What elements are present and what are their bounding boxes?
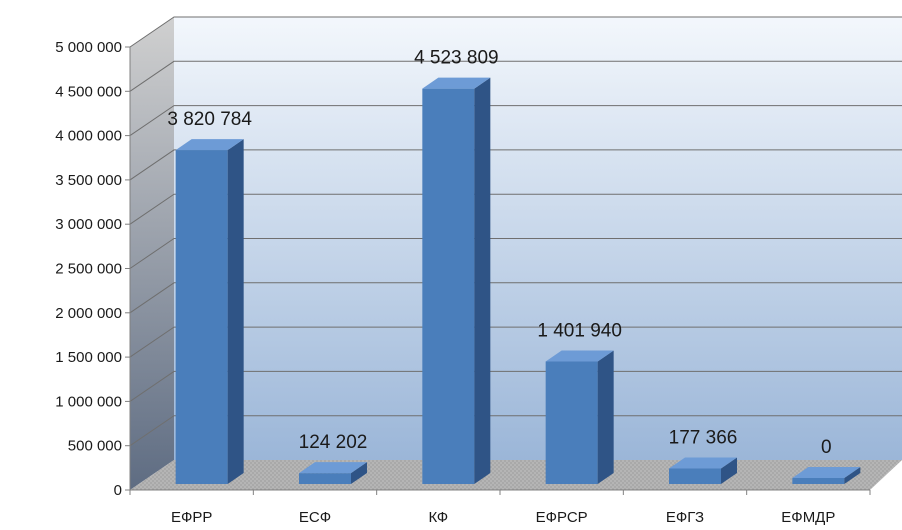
bar-front [175,150,228,484]
bar [175,139,244,484]
y-tick-label: 1 000 000 [55,393,122,410]
y-tick-label: 3 500 000 [55,172,122,189]
bar-side [474,77,491,485]
y-axis: 0 500 000 1 000 000 1 500 000 2 000 000 2 500… [55,39,131,499]
gridline [129,149,902,181]
gridline [129,105,902,137]
y-tick-label: 1 500 000 [55,349,122,366]
data-label: 177 366 [669,427,738,448]
data-label: 0 [821,437,832,458]
bar-front [545,361,598,484]
bar-top [299,462,367,474]
bar-side [351,462,367,484]
bar-top [792,467,861,478]
bar [669,457,737,484]
bars [175,77,861,485]
gridline [129,238,902,269]
gridline [129,282,902,314]
gridline [129,16,902,48]
y-tick-label: 5 000 000 [55,39,122,56]
y-tick-label: 2 500 000 [55,261,122,278]
floor [130,460,902,490]
x-tick-label: ЕСФ [299,509,331,526]
x-axis: ЕФРР ЕСФ КФ ЕФРСР ЕФГЗ ЕФМДР [129,489,871,526]
bar [299,462,367,484]
bar-front [792,478,845,484]
bar-side [844,467,861,484]
bar-side [227,139,244,484]
gridlines [129,16,902,447]
bar-top [545,350,614,362]
y-tick-label: 4 000 000 [55,128,122,145]
x-tick-label: ЕФГЗ [666,509,704,526]
bar [422,77,491,485]
gridline [129,326,902,358]
y-tick-label: 0 [114,482,122,499]
data-label: 3 820 784 [167,109,252,130]
bar [545,350,614,484]
bar-top [669,457,737,469]
gridline [129,415,902,447]
plot-walls [130,17,902,490]
gridline [129,193,902,225]
y-tick-label: 4 500 000 [55,83,122,100]
x-tick-label: КФ [429,509,449,526]
data-label: 4 523 809 [414,48,499,69]
bar-side [597,350,614,484]
bar-front [299,473,351,484]
bar-top [175,139,244,151]
data-labels: 3 820 784 124 202 4 523 809 1 401 940 177 36… [167,48,831,458]
bar [792,467,861,484]
bar-front [669,468,721,484]
y-tick-label: 3 000 000 [55,216,122,233]
y-tick-label: 2 000 000 [55,305,122,322]
y-tick-label: 500 000 [68,438,122,455]
data-label: 1 401 940 [537,320,622,341]
bar-side [721,457,737,484]
bar-top [422,77,491,89]
x-tick-label: ЕФРР [171,509,212,526]
bar-front [422,88,475,485]
gridline [129,60,902,92]
data-label: 124 202 [299,432,368,453]
x-tick-label: ЕФМДР [781,509,835,526]
gridline [129,370,902,402]
x-tick-label: ЕФРСР [536,509,588,526]
